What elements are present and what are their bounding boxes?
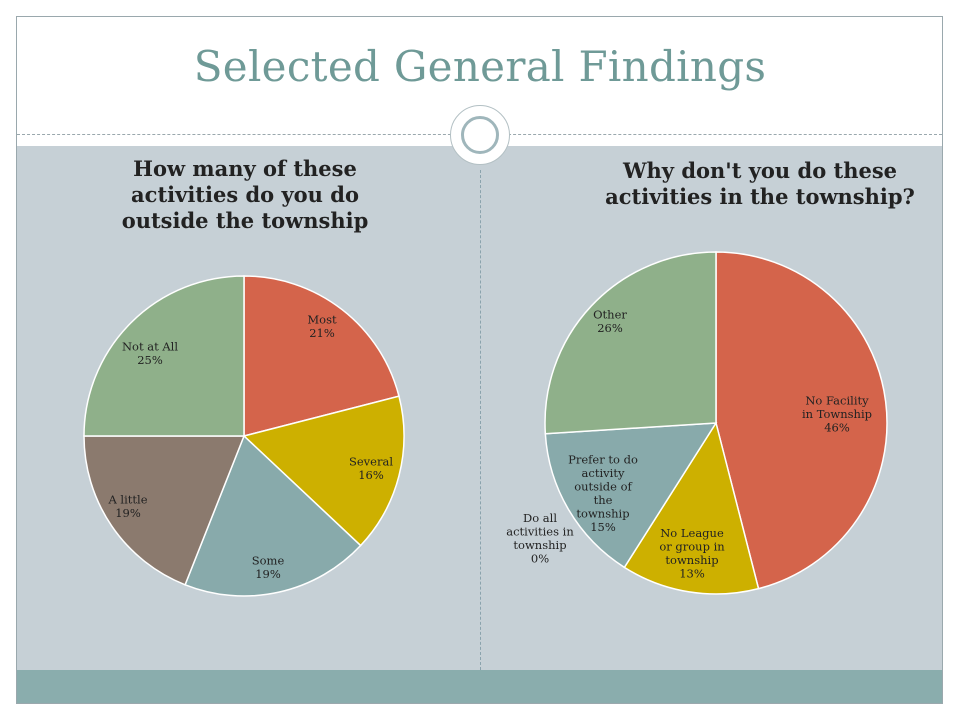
pie-slice-some xyxy=(184,434,362,597)
slice-label-other: Other 26% xyxy=(593,307,627,335)
pie-slice-other xyxy=(544,251,717,435)
slice-label-a-little: A little 19% xyxy=(107,492,147,520)
pie-slice-a-little xyxy=(83,435,246,586)
slice-label-some: Some 19% xyxy=(252,553,285,581)
footer-bar xyxy=(17,670,942,703)
pie-slice-prefer-to-do-activity-outside-of-the-township xyxy=(544,422,718,569)
slice-label-several: Several 16% xyxy=(349,454,393,482)
slice-label-no-league-or-group-in-township: No League or group in township 13% xyxy=(659,526,725,581)
slice-label-not-at-all: Not at All 25% xyxy=(122,339,178,367)
slice-label-most: Most 21% xyxy=(307,312,337,340)
slide-frame xyxy=(16,16,943,704)
pie-slice-not-at-all xyxy=(83,275,245,437)
decorative-ring-icon xyxy=(461,116,499,154)
chart-title-why-not-township: Why don't you do these activities in the… xyxy=(605,158,915,209)
chart-title-outside-activities: How many of these activities do you do o… xyxy=(121,156,369,233)
slice-label-do-all-activities-in-township: Do all activities in township 0% xyxy=(506,511,574,566)
pie-slice-no-facility-in-township xyxy=(715,251,888,590)
slice-label-prefer-to-do-activity-outside-of-the-township: Prefer to do activity outside of the townshi… xyxy=(568,452,638,534)
slice-label-no-facility-in-township: No Facility in Township 46% xyxy=(802,394,872,435)
pie-slice-no-league-or-group-in-township xyxy=(623,421,760,595)
slide-title: Selected General Findings xyxy=(193,42,767,91)
pie-slice-most xyxy=(243,275,400,437)
pie-slice-several xyxy=(242,395,405,547)
column-divider xyxy=(480,170,481,670)
